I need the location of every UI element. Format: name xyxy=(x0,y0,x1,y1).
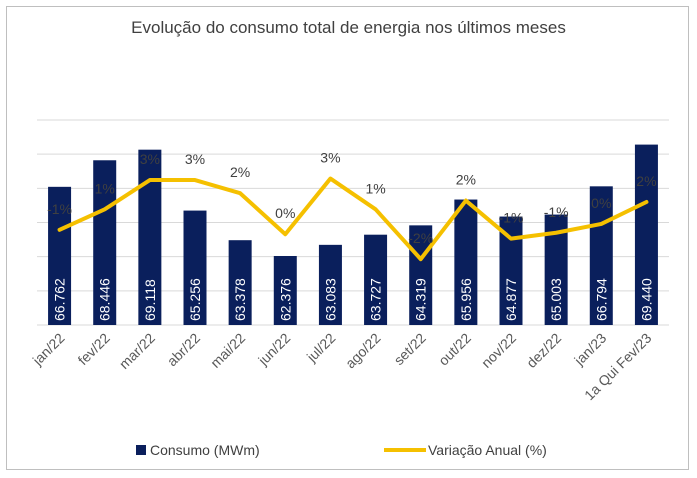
bar-value-label: 64.877 xyxy=(503,278,519,321)
bar-jan/22 xyxy=(48,186,72,325)
x-tick-label: mai/22 xyxy=(207,330,248,371)
x-tick-label: dez/22 xyxy=(523,330,564,371)
x-tick-label: out/22 xyxy=(435,330,474,369)
bar-value-label: 65.003 xyxy=(548,278,564,321)
bar-out/22 xyxy=(454,199,478,325)
bar-value-label: 65.956 xyxy=(458,278,474,321)
line-value-label: 1% xyxy=(365,180,385,196)
line-value-label: -1% xyxy=(544,204,569,220)
bar-mai/22 xyxy=(228,240,252,325)
bar-ago/22 xyxy=(364,234,388,325)
line-series-variacao xyxy=(57,176,649,262)
bar-value-label: 64.319 xyxy=(413,278,429,321)
bar-dez/22 xyxy=(544,214,568,325)
bar-value-label: 68.446 xyxy=(97,278,113,321)
line-value-label: 0% xyxy=(591,195,611,211)
line-value-label: 2% xyxy=(636,173,656,189)
x-tick-label: jan/22 xyxy=(29,330,68,369)
chart-title: Evolução do consumo total de energia nos… xyxy=(131,18,566,37)
bar-abr/22 xyxy=(183,210,207,325)
bar-fev/22 xyxy=(93,160,117,325)
bar-value-label: 65.256 xyxy=(187,278,203,321)
line-value-label: -1% xyxy=(47,201,72,217)
bar-jul/22 xyxy=(318,244,342,325)
x-tick-label: nov/22 xyxy=(478,330,519,371)
line-value-label: 0% xyxy=(275,205,295,221)
chart-frame xyxy=(6,6,689,470)
line-value-label: -1% xyxy=(499,210,524,226)
line-value-label: 1% xyxy=(95,180,115,196)
line-value-label: -2% xyxy=(408,230,433,246)
bar-value-label: 62.376 xyxy=(277,278,293,321)
bar-1a Qui Fev/23 xyxy=(634,144,658,325)
x-tick-label: set/22 xyxy=(391,330,429,368)
bar-nov/22 xyxy=(499,216,523,325)
x-tick-label: abr/22 xyxy=(164,330,204,370)
bar-jun/22 xyxy=(273,255,297,325)
line-value-label: 3% xyxy=(140,151,160,167)
bar-value-label: 63.083 xyxy=(322,278,338,321)
legend-label-variacao: Variação Anual (%) xyxy=(428,442,547,458)
legend-swatch-consumo xyxy=(136,445,146,455)
line-value-label: 3% xyxy=(320,150,340,166)
x-tick-label: jul/22 xyxy=(303,330,339,366)
bar-value-label: 69.440 xyxy=(638,278,654,321)
bar-value-label: 66.794 xyxy=(593,278,609,321)
line-value-label: 2% xyxy=(230,164,250,180)
line-value-label: 3% xyxy=(185,151,205,167)
legend-label-consumo: Consumo (MWm) xyxy=(150,442,260,458)
bar-value-label: 63.727 xyxy=(368,278,384,321)
x-tick-label: fev/22 xyxy=(75,330,113,368)
x-tick-label: ago/22 xyxy=(342,330,384,372)
bar-value-label: 63.378 xyxy=(232,278,248,321)
x-tick-label: jun/22 xyxy=(254,330,293,369)
bar-value-label: 66.762 xyxy=(52,278,68,321)
bar-mar/22 xyxy=(138,149,162,325)
x-tick-label: jan/23 xyxy=(570,330,609,369)
x-tick-label: mar/22 xyxy=(116,330,158,372)
line-value-label: 2% xyxy=(456,172,476,188)
bar-value-label: 69.118 xyxy=(142,279,158,321)
